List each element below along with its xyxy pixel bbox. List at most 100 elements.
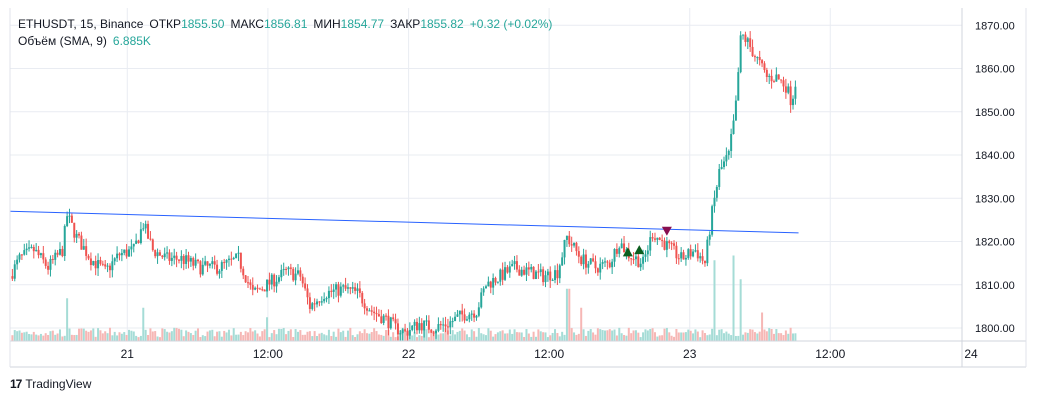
volume-bar (620, 333, 623, 341)
volume-bar (20, 332, 23, 341)
candle-body (532, 266, 535, 280)
volume-bar (732, 255, 735, 341)
volume-bar (89, 330, 92, 341)
volume-bar (608, 329, 611, 341)
volume-bar (144, 329, 147, 341)
volume-bar (382, 335, 385, 341)
candle-body (346, 287, 349, 289)
volume-bar (575, 334, 578, 341)
candle-body (592, 258, 595, 262)
x-tick-label: 21 (121, 347, 135, 361)
volume-bar (646, 330, 649, 341)
candle-body (385, 315, 388, 317)
candle-body (696, 250, 699, 259)
candle-body (577, 251, 580, 257)
volume-bar (220, 336, 223, 341)
volume-bar (316, 336, 319, 341)
candle-body (680, 252, 683, 259)
volume-bar (370, 332, 373, 341)
x-tick-label: 12:00 (815, 347, 845, 361)
candle-body (280, 269, 283, 278)
close-value: 1855.82 (420, 17, 464, 31)
candle-body (756, 57, 759, 59)
volume-value: 6.885K (112, 34, 151, 48)
candle-body (765, 69, 768, 77)
volume-bar (444, 328, 447, 341)
trendline[interactable] (9, 210, 799, 234)
volume-bar (544, 332, 547, 341)
candle-body (477, 307, 480, 316)
candle-body (70, 215, 73, 223)
volume-bar (280, 328, 283, 341)
volume-bar (730, 335, 733, 341)
candle-body (318, 301, 321, 303)
candle-body (144, 223, 147, 229)
volume-bar (337, 328, 340, 341)
volume-bar (477, 327, 480, 341)
candle-body (106, 265, 109, 267)
volume-bar (727, 333, 730, 341)
volume-bar (213, 336, 216, 341)
y-tick-label: 1860.00 (975, 64, 1015, 76)
candle-body (751, 46, 754, 57)
candle-body (461, 310, 464, 315)
symbol-label[interactable]: ETHUSDT, 15, Binance (18, 17, 144, 31)
candle-body (715, 186, 718, 198)
candle-body (663, 240, 666, 250)
candle-body (442, 324, 445, 326)
candle-body (49, 258, 52, 270)
volume-bar (132, 331, 135, 341)
candle-body (451, 321, 454, 323)
y-tick-label: 1850.00 (975, 107, 1015, 119)
candle-body (658, 237, 661, 240)
volume-bar (275, 334, 278, 341)
volume-bar (520, 332, 523, 341)
volume-bar (673, 336, 676, 341)
candle-body (492, 277, 495, 288)
candle-body (427, 320, 430, 330)
candle-body (520, 269, 523, 276)
candle-body (418, 323, 421, 331)
candle-body (161, 255, 164, 258)
volume-bar (92, 328, 95, 341)
volume-bar (377, 334, 380, 341)
volume-bar (206, 331, 209, 341)
volume-bar (173, 327, 176, 341)
candle-body (166, 252, 169, 254)
x-tick-label: 12:00 (253, 347, 283, 361)
candle-body (470, 313, 473, 315)
volume-bar (665, 327, 668, 341)
candle-body (277, 277, 280, 282)
candle-body (135, 240, 138, 244)
volume-label[interactable]: Объём (SMA, 9) (18, 34, 107, 48)
candle-body (744, 34, 747, 42)
candle-body (220, 262, 223, 271)
volume-bar (565, 288, 568, 341)
candle-body (768, 75, 771, 77)
volume-bar (101, 333, 104, 341)
volume-bar (561, 331, 564, 341)
candle-body (615, 249, 618, 254)
candle-body (28, 247, 31, 249)
volume-bar (182, 336, 185, 341)
candle-body (199, 261, 202, 275)
candle-body (604, 261, 606, 263)
volume-bar (389, 336, 392, 341)
volume-bar (356, 334, 359, 341)
tradingview-branding[interactable]: 17 TradingView (10, 377, 91, 391)
candle-body (620, 243, 623, 249)
volume-bar (244, 331, 247, 341)
volume-legend-row: Объём (SMA, 9) 6.885K (18, 33, 552, 50)
candle-body (237, 252, 240, 254)
candle-body (320, 301, 323, 303)
open-value: 1855.50 (181, 17, 225, 31)
trendline-layer[interactable] (9, 210, 799, 234)
volume-bar (615, 335, 618, 341)
volume-bar (570, 328, 573, 341)
volume-bar (268, 337, 271, 341)
candle-body (782, 80, 785, 87)
volume-bar (496, 332, 499, 341)
candle-body (113, 258, 116, 262)
candle-body (308, 297, 311, 309)
